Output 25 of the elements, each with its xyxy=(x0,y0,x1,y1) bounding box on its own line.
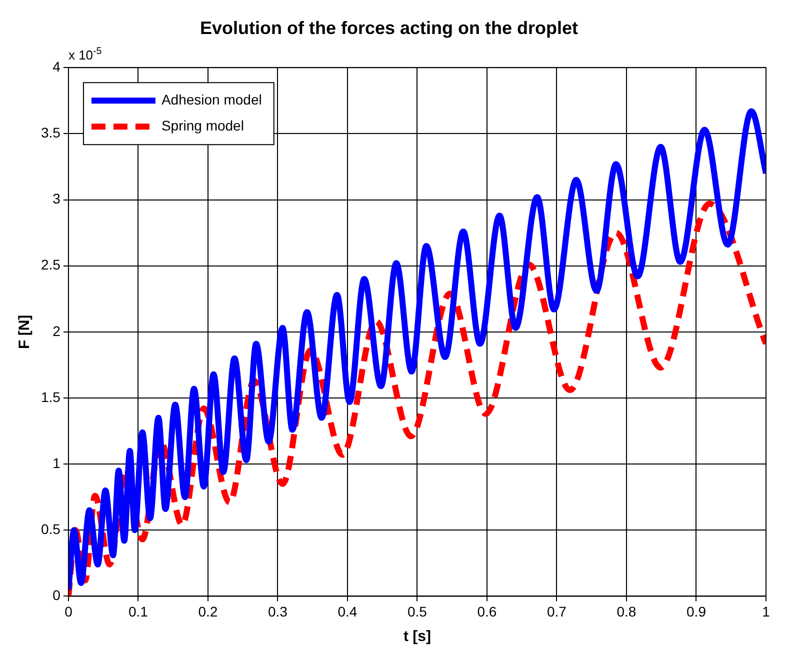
legend-label: Adhesion model xyxy=(161,91,262,108)
y-tick-label: 1 xyxy=(52,454,61,471)
y-tick-label: 3.5 xyxy=(40,124,61,141)
x-tick-label: 0.7 xyxy=(547,603,567,620)
chart-title: Evolution of the forces acting on the droplet xyxy=(200,18,578,38)
x-axis-title: t [s] xyxy=(403,628,431,646)
y-tick-label: 4 xyxy=(52,58,61,74)
y-tick-label: 0.5 xyxy=(40,520,61,537)
x-tick-label: 0.5 xyxy=(407,603,428,620)
y-tick-label: 1.5 xyxy=(40,388,61,405)
y-axis-title: F [N] xyxy=(16,314,34,349)
x-tick-label: 0.9 xyxy=(686,603,706,620)
x-tick-label: 0.6 xyxy=(477,603,497,620)
x-tick-label: 1 xyxy=(762,603,770,620)
y-tick-label: 3 xyxy=(52,190,61,207)
x-tick-label: 0.3 xyxy=(268,603,288,620)
y-tick-label: 0 xyxy=(52,587,61,604)
x-tick-label: 0 xyxy=(64,603,73,620)
x-tick-label: 0.2 xyxy=(198,603,218,620)
x-tick-label: 0.4 xyxy=(338,603,358,620)
legend-label: Spring model xyxy=(161,117,244,134)
y-tick-label: 2.5 xyxy=(40,256,61,273)
x-tick-label: 0.1 xyxy=(128,603,148,620)
x-tick-label: 0.8 xyxy=(616,603,636,620)
y-tick-label: 2 xyxy=(52,322,61,339)
